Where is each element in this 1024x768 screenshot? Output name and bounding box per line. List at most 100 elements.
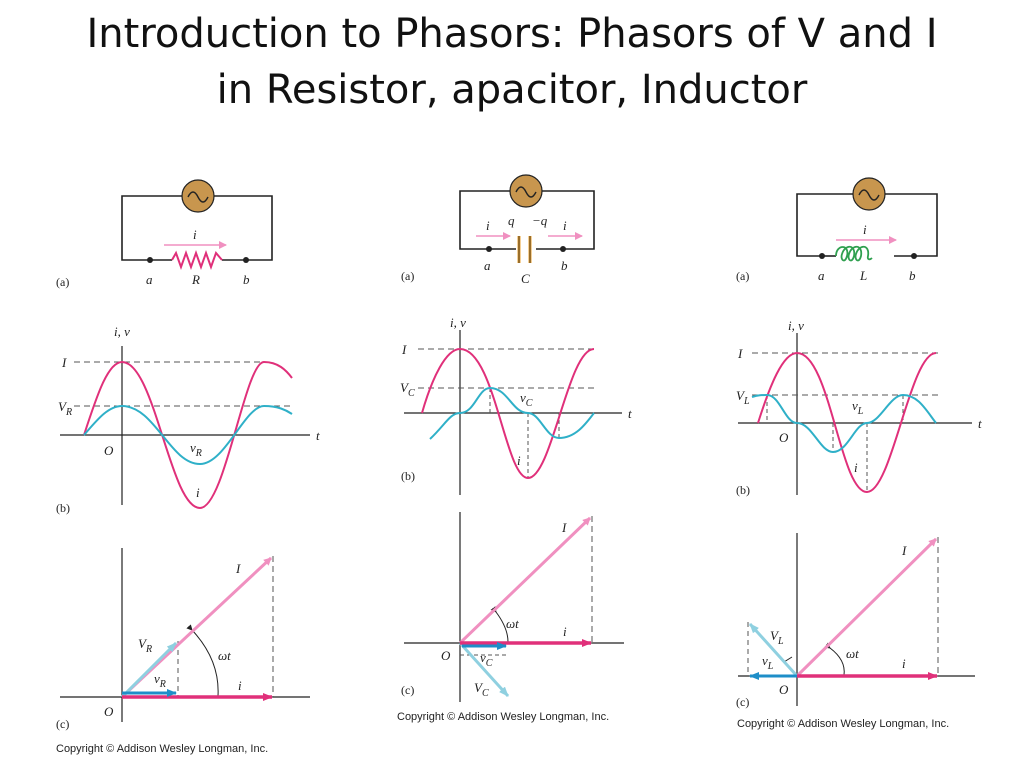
voltage-waveform [429,386,595,440]
V-phasor-label: V [138,636,148,651]
origin-label: O [104,443,114,458]
phasor-part-label: (c) [56,717,69,731]
resistor-phasor: I VR vR ωt i O (c) [56,548,310,731]
node-a-dot [819,253,825,259]
current-waveform [421,347,595,480]
voltage-curve-subscript: C [526,398,533,409]
waveform-part-label: (b) [736,483,750,497]
resistor-circuit: i a R b (a) [56,179,273,289]
current-waveform [757,351,937,494]
svg-text:vR: vR [190,440,202,459]
resistor-panel: i a R b (a) i, v t O I VR vR i (b) [56,179,320,755]
circuit-part-label: (a) [56,275,69,289]
svg-text:VR: VR [58,399,72,418]
t-axis-label: t [316,428,320,443]
current-waveform [83,360,293,510]
current-curve-label: i [517,453,521,468]
I-phasor-label: I [235,561,241,576]
voltage-curve-subscript: L [857,406,864,417]
current-curve-label: i [854,460,858,475]
i-projection-label: i [238,678,242,693]
voltage-curve-label: v [852,398,858,413]
i-projection-label: i [902,656,906,671]
phasor-origin-label: O [441,648,451,663]
waveform-part-label: (b) [401,469,415,483]
capacitor-waveform: i, v t I VC vC i (b) [400,315,632,495]
node-a-label: a [818,268,825,283]
peak-current-label: I [401,342,407,357]
current-label: i [193,227,197,242]
axes-label: i, v [450,315,466,330]
inductor-circuit: i a L b (a) [736,177,938,283]
node-b-label: b [561,258,568,273]
voltage-phasor-arrow [458,641,510,698]
voltage-waveform [751,393,937,454]
t-axis-label: t [978,416,982,431]
svg-text:vR: vR [154,671,166,690]
v-projection-label: v [154,671,160,686]
peak-current-label: I [61,355,67,370]
svg-text:vL: vL [762,653,774,672]
copyright-text: Copyright © Addison Wesley Longman, Inc. [56,743,268,755]
inductor-panel: i a L b (a) i, v t O I VL vL i (b) [736,177,982,730]
inductor-coil-icon [835,245,873,262]
t-axis-label: t [628,406,632,421]
node-b-dot [560,246,566,252]
resistor-waveform: i, v t O I VR vR i (b) [56,324,320,515]
svg-text:VC: VC [474,680,489,699]
voltage-phasor-arrow [120,641,178,699]
V-phasor-subscript: C [482,688,489,699]
node-b-dot [243,257,249,263]
component-label: C [521,271,530,286]
current-label: i [863,222,867,237]
phasor-origin-label: O [104,704,114,719]
current-phasor-arrow [795,537,938,678]
v-projection-label: v [480,650,486,665]
node-a-label: a [146,272,153,287]
origin-label: O [779,430,789,445]
I-phasor-label: I [561,520,567,535]
slide-title-line-1: Introduction to Phasors: Phasors of V an… [86,11,938,57]
node-a-dot [147,257,153,263]
v-projection-label: v [762,653,768,668]
V-phasor-label: V [474,680,484,695]
current-label-left: i [486,218,490,233]
voltage-waveform [83,404,293,466]
slide-title: Introduction to Phasors: Phasors of V an… [0,6,1024,118]
peak-voltage-subscript: L [743,396,750,407]
circuit-part-label: (a) [736,269,749,283]
resistor-icon [171,250,223,270]
waveform-part-label: (b) [56,501,70,515]
phasor-part-label: (c) [401,683,414,697]
peak-current-label: I [737,346,743,361]
voltage-curve-label: v [520,390,526,405]
peak-voltage-label: V [736,388,746,403]
v-projection-subscript: L [767,661,774,672]
i-projection-label: i [563,624,567,639]
I-phasor-label: I [901,543,907,558]
inductor-waveform: i, v t O I VL vL i (b) [736,318,982,497]
node-b-label: b [243,272,250,287]
svg-text:VL: VL [736,388,750,407]
V-phasor-subscript: L [777,636,784,647]
current-label-right: i [563,218,567,233]
phasor-part-label: (c) [736,695,749,709]
peak-voltage-label: V [400,380,410,395]
svg-text:VL: VL [770,628,784,647]
angle-label: ωt [218,648,231,663]
voltage-curve-label: v [190,440,196,455]
voltage-phasor-arrow [748,622,799,678]
current-curve-label: i [196,485,200,500]
peak-voltage-subscript: R [65,407,72,418]
voltage-curve-subscript: R [195,448,202,459]
circuit-part-label: (a) [401,269,414,283]
charge-neg-label: −q [532,213,548,228]
node-b-label: b [909,268,916,283]
component-label: L [859,268,867,283]
component-label: R [191,272,200,287]
angle-label: ωt [506,616,519,631]
node-a-label: a [484,258,491,273]
node-b-dot [911,253,917,259]
node-a-dot [486,246,492,252]
